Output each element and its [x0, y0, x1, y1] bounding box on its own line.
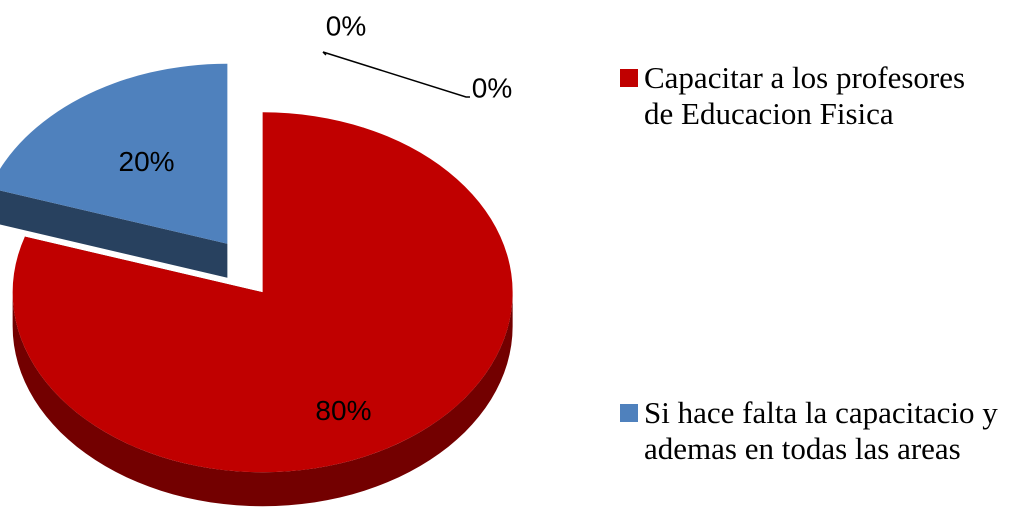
data-label: 80% — [315, 395, 371, 426]
leader-line — [322, 51, 470, 98]
slice-wall — [12, 292, 513, 507]
legend-label: Capacitar a los profesores de Educacion … — [644, 60, 966, 131]
slice — [0, 63, 228, 244]
legend-item: Si hace falta la capacitacio y ademas en… — [620, 395, 1000, 467]
data-label: 0% — [326, 10, 366, 41]
legend-swatch — [620, 404, 638, 422]
slice-side — [0, 190, 228, 278]
slice — [12, 112, 513, 473]
legend-item: Capacitar a los profesores de Educacion … — [620, 60, 1000, 132]
legend-label: Si hace falta la capacitacio y ademas en… — [644, 395, 998, 466]
data-label: 20% — [119, 146, 175, 177]
legend-swatch — [620, 69, 638, 87]
chart: 80% 20% 0% 0% — [0, 10, 513, 507]
data-label: 0% — [472, 72, 512, 103]
